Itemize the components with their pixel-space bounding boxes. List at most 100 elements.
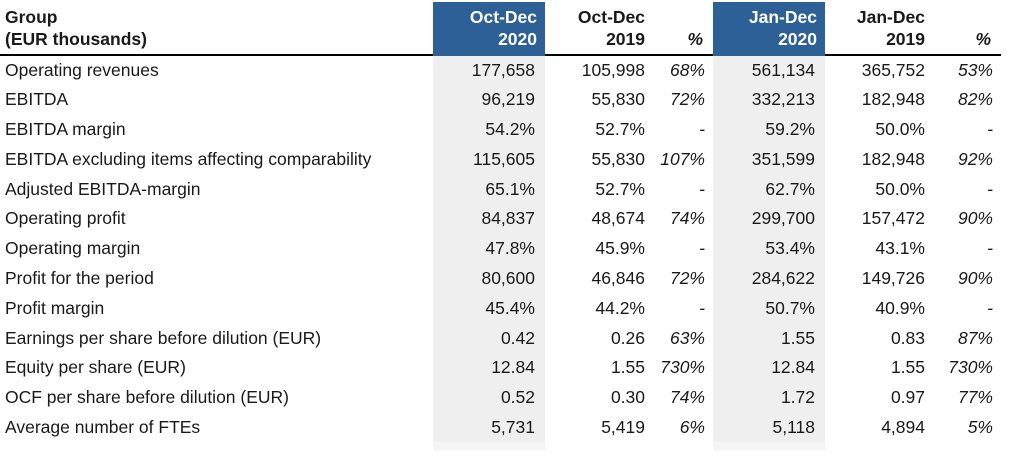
table-row: EBITDA margin 54.2% 52.7% - 59.2% 50.0% … xyxy=(0,114,1001,145)
cell-pct-year: - xyxy=(987,238,993,259)
cell-jan-dec-2020: 1.72 xyxy=(713,382,825,413)
cell-jan-dec-2019: 0.83 xyxy=(890,327,925,348)
cell-pct-year: 92% xyxy=(957,148,993,169)
cell-jan-dec-2020: 62.7% xyxy=(713,174,825,204)
cell-oct-dec-2020: 115,605 xyxy=(433,144,545,175)
cell-pct-quarter: 72% xyxy=(669,267,705,288)
cell-pct-year: - xyxy=(987,297,993,318)
cell-oct-dec-2019: 48,674 xyxy=(591,208,645,229)
row-label: EBITDA margin xyxy=(5,118,126,139)
table-row: EBITDA 96,219 55,830 72% 332,213 182,948… xyxy=(0,84,1001,115)
table-row: Profit margin 45.4% 44.2% - 50.7% 40.9% … xyxy=(0,293,1001,324)
cell-jan-dec-2020: 50.7% xyxy=(713,293,825,324)
cell-pct-year: 5% xyxy=(967,416,993,437)
cell-pct-quarter: - xyxy=(699,118,705,139)
table-row: Average number of FTEs 5,731 5,419 6% 5,… xyxy=(0,412,1001,443)
cell-jan-dec-2020: 5,118 xyxy=(713,412,825,443)
row-label: Earnings per share before dilution (EUR) xyxy=(5,327,322,348)
table-row: Earnings per share before dilution (EUR)… xyxy=(0,323,1001,353)
cell-jan-dec-2020: 299,700 xyxy=(713,203,825,234)
cell-oct-dec-2020: 0.52 xyxy=(433,382,545,413)
row-label: Profit margin xyxy=(5,297,105,318)
cell-jan-dec-2019: 0.97 xyxy=(890,387,925,408)
cell-jan-dec-2019: 43.1% xyxy=(875,238,925,259)
table-row: Operating profit 84,837 48,674 74% 299,7… xyxy=(0,203,1001,234)
cell-oct-dec-2019: 46,846 xyxy=(591,267,645,288)
cell-jan-dec-2020: 351,599 xyxy=(713,144,825,175)
row-label: Equity per share (EUR) xyxy=(5,357,186,378)
cell-oct-dec-2020: 84,837 xyxy=(433,203,545,234)
cell-pct-quarter: - xyxy=(699,238,705,259)
table-row: EBITDA excluding items affecting compara… xyxy=(0,144,1001,175)
column-header-jan-dec-2019: Jan-Dec 2019 xyxy=(825,2,935,56)
row-label: OCF per share before dilution (EUR) xyxy=(5,387,289,408)
cell-jan-dec-2020: 59.2% xyxy=(713,114,825,145)
cell-oct-dec-2019: 52.7% xyxy=(595,118,645,139)
table-row: Operating margin 47.8% 45.9% - 53.4% 43.… xyxy=(0,233,1001,264)
table-row: Adjusted EBITDA-margin 65.1% 52.7% - 62.… xyxy=(0,174,1001,204)
cell-oct-dec-2020: 65.1% xyxy=(433,174,545,204)
cell-oct-dec-2019: 52.7% xyxy=(595,178,645,199)
table-row: OCF per share before dilution (EUR) 0.52… xyxy=(0,382,1001,413)
column-header-oct-dec-2020: Oct-Dec 2020 xyxy=(433,2,545,56)
table-row: Operating revenues 177,658 105,998 68% 5… xyxy=(0,55,1001,85)
cell-oct-dec-2019: 44.2% xyxy=(595,297,645,318)
column-header-pct-quarter: % xyxy=(655,2,713,56)
cell-jan-dec-2019: 40.9% xyxy=(875,297,925,318)
cell-pct-quarter: 68% xyxy=(669,59,705,80)
cell-oct-dec-2019: 55,830 xyxy=(591,89,645,110)
cell-pct-quarter: 6% xyxy=(679,416,705,437)
table-title-line1: Group xyxy=(5,7,58,27)
cell-jan-dec-2020: 53.4% xyxy=(713,233,825,264)
cell-oct-dec-2020: 96,219 xyxy=(433,84,545,115)
cell-oct-dec-2019: 1.55 xyxy=(610,357,645,378)
row-label: Operating revenues xyxy=(5,59,159,80)
cell-pct-year: 53% xyxy=(957,59,993,80)
cell-jan-dec-2020: 1.55 xyxy=(713,323,825,353)
cell-oct-dec-2020: 80,600 xyxy=(433,263,545,294)
table-title-line2: (EUR thousands) xyxy=(5,28,147,49)
cell-oct-dec-2020: 5,731 xyxy=(433,412,545,443)
cell-pct-year: 87% xyxy=(957,327,993,348)
cell-jan-dec-2019: 182,948 xyxy=(861,89,925,110)
cell-oct-dec-2019: 45.9% xyxy=(595,238,645,259)
cell-pct-year: 90% xyxy=(957,208,993,229)
cell-jan-dec-2019: 365,752 xyxy=(861,59,925,80)
cell-jan-dec-2019: 182,948 xyxy=(861,148,925,169)
cell-pct-quarter: - xyxy=(699,178,705,199)
cell-oct-dec-2019: 105,998 xyxy=(581,59,645,80)
cell-jan-dec-2019: 50.0% xyxy=(875,178,925,199)
cell-jan-dec-2019: 4,894 xyxy=(881,416,925,437)
cell-oct-dec-2019: 55,830 xyxy=(591,148,645,169)
row-label: Average number of FTEs xyxy=(5,416,201,437)
table-title: Group (EUR thousands) xyxy=(0,2,433,56)
cell-oct-dec-2019: 0.30 xyxy=(610,387,645,408)
cell-jan-dec-2019: 1.55 xyxy=(890,357,925,378)
row-label: Adjusted EBITDA-margin xyxy=(5,178,201,199)
cell-pct-year: 730% xyxy=(948,357,993,378)
shaded-column-fade xyxy=(0,442,1001,451)
cell-pct-quarter: 74% xyxy=(669,387,705,408)
cell-pct-year: 90% xyxy=(957,267,993,288)
header-row: Group (EUR thousands) Oct-Dec 2020 Oct-D… xyxy=(0,2,1001,56)
cell-oct-dec-2020: 45.4% xyxy=(433,293,545,324)
row-label: Operating profit xyxy=(5,208,126,229)
cell-oct-dec-2020: 54.2% xyxy=(433,114,545,145)
cell-oct-dec-2020: 47.8% xyxy=(433,233,545,264)
financial-results-table: Group (EUR thousands) Oct-Dec 2020 Oct-D… xyxy=(0,2,1001,451)
row-label: Profit for the period xyxy=(5,267,154,288)
row-label: EBITDA excluding items affecting compara… xyxy=(5,148,372,169)
cell-pct-quarter: 72% xyxy=(669,89,705,110)
cell-pct-year: - xyxy=(987,118,993,139)
cell-jan-dec-2020: 12.84 xyxy=(713,352,825,383)
column-header-jan-dec-2020: Jan-Dec 2020 xyxy=(713,2,825,56)
column-header-oct-dec-2019: Oct-Dec 2019 xyxy=(545,2,655,56)
cell-pct-year: - xyxy=(987,178,993,199)
cell-oct-dec-2020: 0.42 xyxy=(433,323,545,353)
cell-oct-dec-2020: 12.84 xyxy=(433,352,545,383)
table-row: Equity per share (EUR) 12.84 1.55 730% 1… xyxy=(0,352,1001,383)
cell-jan-dec-2019: 50.0% xyxy=(875,118,925,139)
cell-pct-quarter: 74% xyxy=(669,208,705,229)
row-label: EBITDA xyxy=(5,89,69,110)
cell-jan-dec-2020: 284,622 xyxy=(713,263,825,294)
